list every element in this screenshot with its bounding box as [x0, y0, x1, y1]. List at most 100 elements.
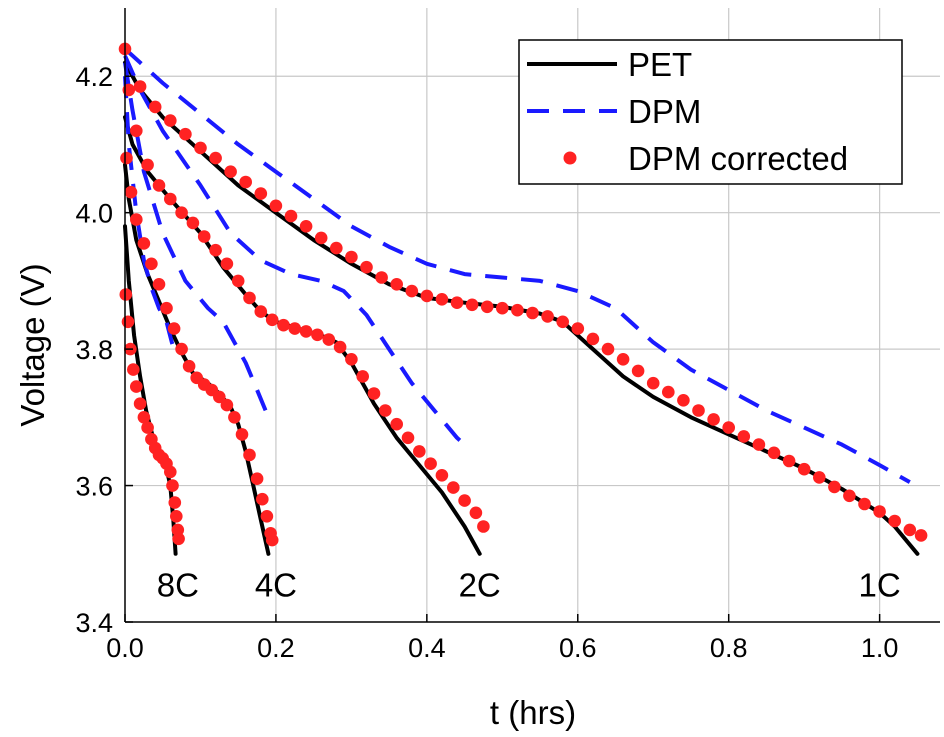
x-tick-label: 0.2 [257, 633, 295, 663]
data-point [782, 454, 796, 468]
data-point [255, 492, 269, 506]
data-point [322, 333, 336, 346]
data-point [265, 533, 279, 547]
data-point [148, 100, 162, 114]
data-point [121, 315, 135, 329]
data-point [888, 514, 901, 528]
data-point [133, 397, 147, 411]
data-point [299, 220, 313, 233]
axes: 0.0 0.2 0.4 0.6 0.8 1.0 3.4 3.6 3.8 4.0 4.2 [75, 8, 940, 663]
data-point [243, 291, 256, 305]
data-point [164, 192, 177, 206]
data-point [737, 430, 751, 443]
x-tick-label: 0.8 [710, 633, 748, 663]
data-point [172, 532, 185, 546]
series-dpm-corrected-1C [118, 42, 928, 542]
data-point [379, 404, 392, 417]
y-tick-label: 3.4 [75, 608, 113, 638]
series [118, 42, 928, 556]
data-point [314, 231, 328, 245]
data-point [405, 284, 419, 298]
data-point [130, 124, 143, 138]
data-point [914, 529, 928, 542]
data-point [333, 340, 347, 354]
data-point [767, 446, 781, 460]
data-point [435, 293, 449, 306]
data-point [541, 310, 554, 323]
data-point [424, 457, 437, 471]
data-point [213, 390, 226, 404]
data-point [813, 471, 826, 484]
data-point [526, 306, 539, 320]
data-point [228, 411, 241, 424]
data-point [265, 313, 279, 327]
data-point [843, 489, 856, 503]
data-point [435, 469, 449, 482]
curve-label-2C: 2C [459, 566, 501, 603]
data-point [356, 370, 370, 383]
series-dpm-corrected-4C [120, 151, 279, 547]
data-point [239, 175, 252, 189]
data-point [170, 510, 183, 523]
data-point [224, 165, 237, 178]
data-point [145, 257, 158, 271]
data-point [345, 250, 358, 264]
data-point [137, 411, 151, 424]
data-point [137, 237, 151, 250]
y-tick-label: 4.2 [75, 62, 113, 92]
legend-dpm-corrected-marker [563, 151, 577, 165]
data-point [175, 206, 188, 219]
series-dpm-1C [123, 47, 911, 484]
data-point [130, 380, 143, 393]
data-point [243, 448, 256, 462]
data-point [375, 271, 388, 284]
y-tick-label: 4.0 [75, 199, 113, 229]
data-point [127, 363, 140, 376]
data-point [194, 141, 207, 155]
series-dpm-corrected-2C [122, 83, 490, 533]
data-point [220, 257, 234, 271]
data-point [420, 289, 434, 303]
series-dpm-2C [123, 54, 470, 450]
legend-dpm-corrected-label: DPM corrected [628, 140, 848, 177]
data-point [707, 413, 720, 426]
data-point [601, 342, 615, 356]
data-point [250, 472, 264, 486]
data-point [752, 438, 766, 451]
legend-dpm-label: DPM [628, 93, 701, 130]
data-point [631, 364, 645, 378]
data-point [360, 260, 373, 274]
curve-label-8C: 8C [157, 566, 199, 603]
data-point [828, 480, 841, 494]
data-point [160, 301, 173, 315]
data-point [235, 428, 249, 441]
data-point [556, 315, 569, 329]
data-point [182, 359, 196, 373]
data-point [209, 151, 222, 165]
data-point [616, 353, 630, 366]
data-point [458, 494, 471, 507]
data-point [586, 332, 600, 346]
data-point [197, 230, 211, 243]
data-point [133, 80, 147, 93]
data-point [390, 278, 404, 291]
data-point [465, 298, 479, 312]
data-point [873, 505, 886, 518]
data-point [722, 421, 735, 434]
y-tick-label: 3.8 [75, 335, 113, 365]
data-point [299, 325, 313, 338]
data-point [254, 187, 268, 200]
series-dpm-8C [123, 76, 179, 357]
data-point [367, 387, 381, 400]
data-point [692, 404, 705, 417]
data-point [179, 127, 192, 141]
data-point [254, 305, 268, 318]
data-point [677, 394, 690, 407]
data-point [401, 431, 415, 445]
data-point [511, 303, 524, 317]
legend: PET DPM DPM corrected [518, 39, 903, 185]
data-point [277, 318, 290, 332]
x-tick-label: 0.0 [106, 633, 144, 663]
data-point [662, 385, 675, 399]
